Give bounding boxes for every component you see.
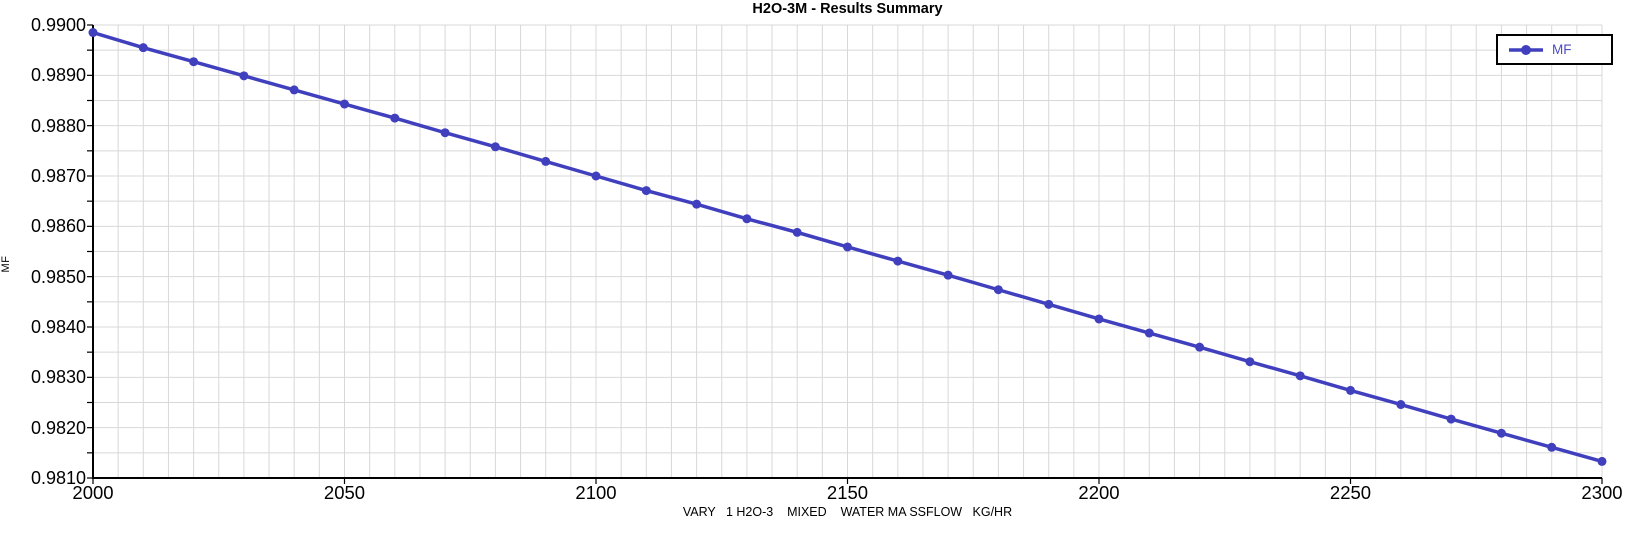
x-tick-label: 2050 (323, 482, 366, 503)
x-tick-label: 2250 (1329, 482, 1372, 503)
x-tick-label: 2300 (1581, 482, 1623, 503)
data-point-marker (189, 57, 199, 67)
data-point-marker (943, 270, 953, 280)
data-point-marker (440, 128, 450, 138)
chart-title: H2O-3M - Results Summary (752, 1, 943, 17)
data-point-marker (692, 199, 702, 209)
data-point-marker (1195, 342, 1205, 352)
y-tick-label: 0.9840 (30, 317, 86, 337)
data-point-marker (541, 156, 551, 166)
data-point-marker (893, 256, 903, 266)
data-point-marker (843, 242, 852, 252)
legend[interactable]: MF (1496, 34, 1613, 65)
y-tick-label: 0.9820 (30, 417, 86, 438)
data-point-marker (1396, 400, 1406, 410)
y-tick-label: 0.9880 (30, 115, 86, 136)
data-point-marker (1597, 456, 1607, 466)
data-point-marker (138, 43, 148, 53)
data-point-marker (1245, 357, 1255, 367)
data-point-marker (1496, 428, 1506, 438)
legend-series-label: MF (1552, 42, 1572, 57)
data-point-marker (490, 142, 500, 152)
data-point-marker (1094, 314, 1104, 324)
data-point-marker (1295, 371, 1305, 381)
data-point-marker (792, 227, 802, 237)
x-tick-label: 2150 (826, 482, 869, 503)
data-point-marker (340, 99, 349, 109)
y-tick-label: 0.9900 (30, 15, 86, 35)
data-point-marker (1044, 299, 1054, 309)
x-tick-label: 2000 (72, 482, 114, 503)
legend-line-marker-icon (1509, 44, 1543, 55)
y-tick-label: 0.9870 (30, 166, 86, 186)
data-point-marker (289, 85, 299, 95)
data-point-marker (1547, 442, 1557, 452)
y-tick-label: 0.9860 (30, 216, 86, 237)
y-tick-label: 0.9830 (30, 367, 86, 388)
data-point-marker (239, 71, 249, 81)
y-tick-label: 0.9810 (30, 468, 86, 488)
data-point-marker (1144, 328, 1154, 338)
data-point-marker (88, 28, 98, 38)
y-tick-label: 0.9890 (30, 65, 86, 86)
x-axis-title: VARY 1 H2O-3 MIXED WATER MA SSFLOW KG/HR (682, 505, 1013, 519)
y-tick-label: 0.9850 (30, 266, 86, 287)
x-tick-label: 2200 (1078, 482, 1120, 503)
data-point-marker (591, 171, 601, 181)
data-point-marker (390, 113, 400, 123)
data-point-marker (993, 285, 1003, 295)
data-point-marker (1346, 385, 1355, 395)
data-point-marker (742, 214, 752, 224)
data-point-marker (641, 186, 651, 196)
x-tick-label: 2100 (575, 482, 617, 503)
data-point-marker (1446, 414, 1456, 424)
